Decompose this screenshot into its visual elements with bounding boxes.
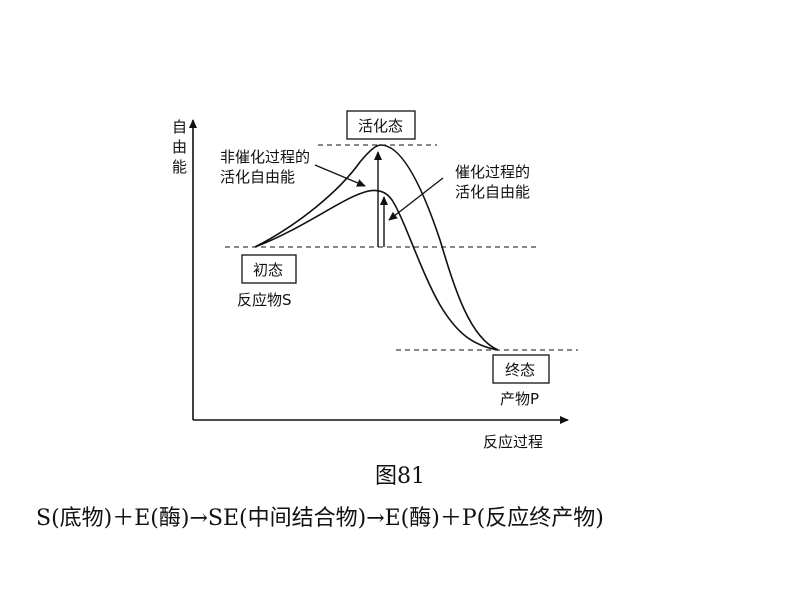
final-state-label: 终态 xyxy=(505,361,535,379)
catalyzed-label-line2: 活化自由能 xyxy=(455,183,530,201)
final-state-note: 产物P xyxy=(500,390,539,408)
activated-state-label: 活化态 xyxy=(358,117,403,135)
initial-state-note: 反应物S xyxy=(237,291,292,309)
reaction-equation: S(底物)＋E(酶)→SE(中间结合物)→E(酶)＋P(反应终产物) xyxy=(36,506,604,531)
final-state-box xyxy=(492,354,550,384)
y-axis-label-char-1: 自 xyxy=(172,118,187,136)
uncatalyzed-pointer-arrow xyxy=(314,164,366,187)
figure-caption: 图81 xyxy=(375,464,425,489)
initial-state-label: 初态 xyxy=(253,261,283,279)
catalyzed-curve xyxy=(254,189,499,351)
activated-state-box xyxy=(346,110,416,140)
initial-state-box xyxy=(241,254,297,284)
catalyzed-label-line1: 催化过程的 xyxy=(455,163,530,181)
catalyzed-pointer-arrow xyxy=(388,177,444,221)
y-axis-label-char-2: 由 xyxy=(172,138,187,156)
x-axis-label: 反应过程 xyxy=(483,433,543,451)
uncatalyzed-label-line2: 活化自由能 xyxy=(220,168,295,186)
y-axis-label-char-3: 能 xyxy=(172,158,187,176)
uncatalyzed-curve xyxy=(254,144,499,351)
uncatalyzed-label-line1: 非催化过程的 xyxy=(220,148,310,166)
